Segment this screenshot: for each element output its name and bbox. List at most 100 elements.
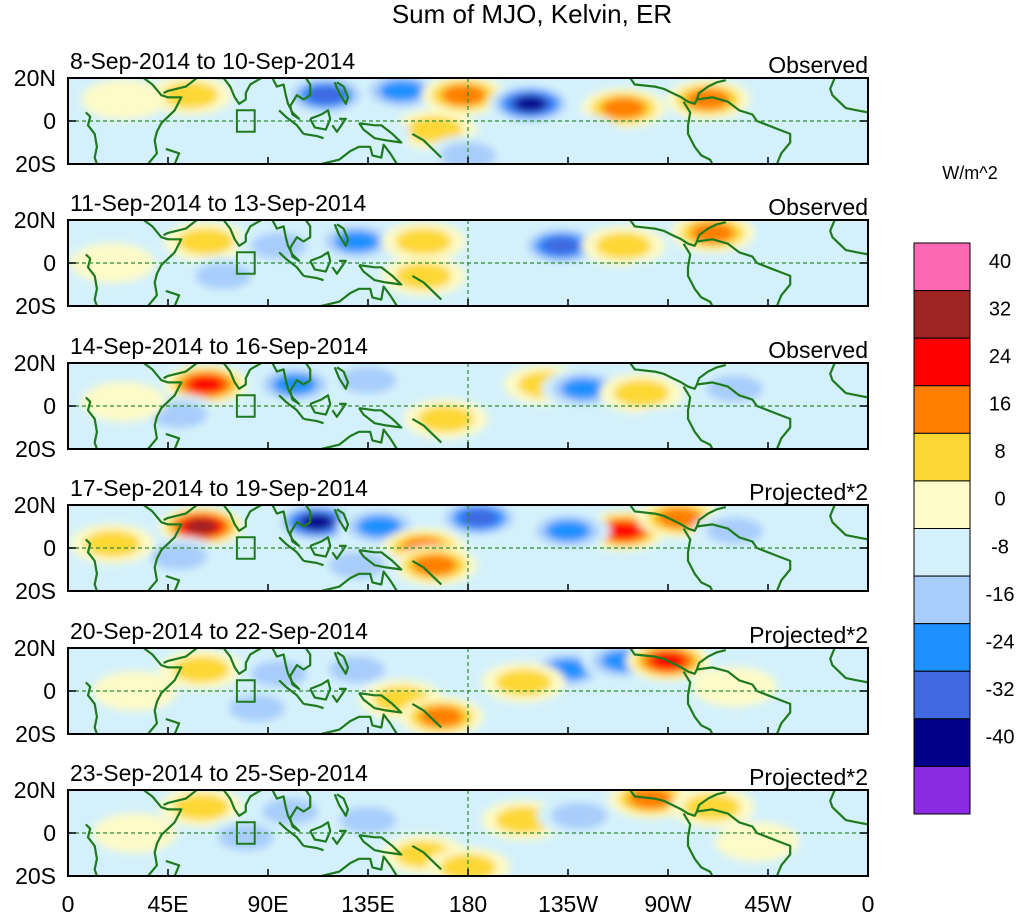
coastline <box>629 648 727 675</box>
coastline <box>682 386 714 449</box>
colorbar: 40 32 24 16 8 0 -8 -16 -24 -32 -40 <box>913 242 1015 815</box>
y-tick-label: 0 <box>43 108 56 134</box>
anomaly-feature <box>626 407 710 448</box>
contour-level <box>395 228 452 255</box>
coastline <box>142 790 183 876</box>
coastline <box>682 243 714 306</box>
anomaly-feature <box>326 363 410 401</box>
x-tick-label: 45E <box>148 891 189 917</box>
anomaly-feature <box>314 403 399 444</box>
coastline <box>358 834 403 856</box>
x-tick-label: 0 <box>862 891 875 917</box>
anomaly-feature <box>403 398 488 439</box>
anomaly-feature <box>421 78 506 116</box>
panel-5: 20N 0 20S 20-Sep-2014 to 22-Sep-2014 Project… <box>14 618 869 747</box>
coastline <box>333 508 350 532</box>
anomaly-feature <box>608 790 693 819</box>
anomaly-feature <box>181 255 266 296</box>
contour-level <box>195 262 252 290</box>
anomaly-feature <box>488 83 573 124</box>
coastline <box>411 417 443 444</box>
colorbar-swatch <box>913 670 971 720</box>
coastline <box>85 823 98 876</box>
coastline <box>629 790 727 817</box>
coastline <box>411 559 443 586</box>
contour-level <box>173 793 230 821</box>
coastline <box>411 274 443 301</box>
panel-date-label: 14-Sep-2014 to 16-Sep-2014 <box>70 333 368 359</box>
contour-level <box>162 81 219 109</box>
anomaly-feature <box>581 225 666 266</box>
anomaly-feature <box>237 225 322 266</box>
panel-status-label: Observed <box>768 194 868 220</box>
y-tick-label: 20N <box>14 492 56 518</box>
coastline <box>271 363 312 405</box>
contour-level <box>714 821 799 862</box>
y-tick-label: 0 <box>43 535 56 561</box>
coastline <box>85 396 98 449</box>
anomaly-feature <box>714 821 799 862</box>
panel-date-label: 11-Sep-2014 to 13-Sep-2014 <box>70 190 366 216</box>
anomaly-feature <box>599 373 684 414</box>
anomaly-feature <box>392 545 477 586</box>
coastline <box>682 671 714 734</box>
coastline <box>214 78 262 105</box>
anomaly-feature <box>526 510 610 551</box>
colorbar-tick-label: -16 <box>986 584 1015 606</box>
contour-level <box>513 95 547 112</box>
contour-level <box>81 79 166 120</box>
coastline <box>165 147 181 164</box>
anomaly-feature <box>481 260 566 301</box>
anomaly-feature <box>203 817 288 858</box>
index-box <box>235 821 256 845</box>
coastline <box>271 790 312 832</box>
coastline <box>85 111 98 164</box>
coastline <box>142 648 183 734</box>
contour-level <box>339 366 397 394</box>
anomaly-feature <box>314 545 399 586</box>
coastline <box>696 808 792 876</box>
coastline <box>331 117 347 133</box>
coastline <box>696 96 792 164</box>
anomaly-feature <box>537 113 622 154</box>
coastline <box>278 536 305 562</box>
coastlines <box>85 363 868 449</box>
coastline <box>271 505 312 547</box>
coastline <box>163 220 198 237</box>
coastline <box>829 78 868 114</box>
contour-level <box>314 403 399 444</box>
contour-level <box>187 375 225 394</box>
coastline <box>309 109 332 131</box>
anomaly-feature <box>381 255 466 296</box>
y-tick-label: 20N <box>14 777 56 803</box>
y-tick-label: 20S <box>15 578 56 604</box>
coastline <box>278 109 305 135</box>
contour-level <box>250 232 308 260</box>
panel-status-label: Projected*2 <box>749 764 868 790</box>
coastline <box>165 432 181 449</box>
colorbar-swatch <box>913 480 971 529</box>
index-box <box>235 394 256 418</box>
x-tick-label: 180 <box>449 891 487 917</box>
coastline <box>331 829 347 845</box>
contour-level <box>357 515 402 538</box>
panel-4: 20N 0 20S 17-Sep-2014 to 19-Sep-2014 Project… <box>14 475 869 604</box>
contour-level <box>300 514 334 531</box>
coastline <box>333 81 350 105</box>
coastline <box>85 253 98 306</box>
anomaly-field <box>81 363 777 448</box>
coastline <box>411 844 443 871</box>
anomaly-feature <box>670 790 755 828</box>
contour-level <box>185 518 218 535</box>
contour-level <box>439 141 497 164</box>
contour-level <box>537 113 622 154</box>
anomaly-feature <box>163 364 248 405</box>
contour-level <box>686 88 730 111</box>
coastline <box>321 713 398 734</box>
colorbar-tick-label: -32 <box>986 679 1015 701</box>
y-tick-label: 20S <box>15 151 56 177</box>
anomaly-feature <box>314 649 399 690</box>
coastline <box>271 648 312 690</box>
panels-group: 20N 0 20S 8-Sep-2014 to 10-Sep-2014 Observed… <box>14 48 869 889</box>
anomaly-field <box>70 505 777 586</box>
